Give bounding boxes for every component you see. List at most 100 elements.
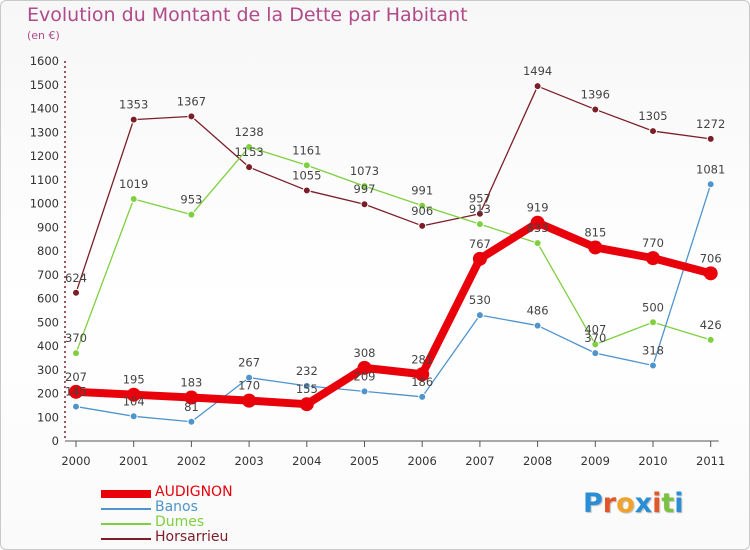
data-label: 1055 — [292, 168, 321, 182]
series-line-horsarrieu — [75, 85, 712, 294]
x-tick-label: 2006 — [408, 454, 437, 468]
data-label: 767 — [469, 237, 491, 251]
proxiti-logo: Proxiti — [583, 488, 684, 519]
data-point — [706, 335, 715, 344]
data-label: 486 — [527, 304, 549, 318]
y-tick-label: 1600 — [30, 54, 59, 68]
data-label: 1238 — [234, 125, 263, 139]
x-tick-label: 2009 — [581, 454, 610, 468]
data-label: 145 — [65, 385, 87, 399]
y-tick-label: 1200 — [30, 149, 59, 163]
data-point — [360, 182, 369, 191]
logo-letter: x — [634, 488, 653, 519]
y-tick-label: 1400 — [30, 102, 59, 116]
data-point — [187, 210, 196, 219]
data-label: 1305 — [638, 109, 667, 123]
legend-label: Horsarrieu — [155, 529, 229, 545]
data-label: 170 — [238, 379, 260, 393]
data-point — [706, 134, 715, 143]
data-label: 186 — [411, 375, 433, 389]
x-tick-label: 2005 — [350, 454, 379, 468]
data-point — [649, 318, 657, 327]
data-point — [533, 321, 542, 330]
data-point — [533, 82, 542, 91]
data-point — [302, 381, 311, 390]
data-label: 426 — [700, 318, 722, 332]
series-line-dumes — [75, 146, 712, 354]
data-point — [588, 240, 603, 255]
data-point — [472, 251, 487, 266]
data-label: 913 — [469, 202, 491, 216]
data-label: 281 — [411, 352, 433, 366]
legend-item: Banos — [101, 500, 301, 516]
logo-letter: i — [652, 488, 662, 519]
data-label: 1081 — [696, 162, 725, 176]
data-point — [591, 105, 600, 114]
data-point — [418, 392, 427, 401]
data-label: 232 — [296, 364, 318, 378]
data-point — [530, 215, 545, 230]
data-label: 1272 — [696, 117, 725, 131]
data-label: 706 — [700, 251, 722, 265]
data-point — [187, 112, 196, 121]
data-point — [418, 201, 427, 210]
logo-letter: o — [616, 488, 635, 519]
data-label: 81 — [184, 400, 199, 414]
data-label: 183 — [180, 376, 202, 390]
x-tick-label: 2004 — [292, 454, 321, 468]
y-tick-label: 1500 — [30, 78, 59, 92]
legend-swatch — [101, 508, 151, 510]
x-tick-label: 2001 — [119, 454, 148, 468]
data-label: 906 — [411, 204, 433, 218]
data-label: 407 — [584, 322, 606, 336]
logo-letter: P — [583, 488, 603, 519]
data-point — [299, 397, 314, 412]
x-tick-label: 2008 — [523, 454, 552, 468]
legend-item: Dumes — [101, 514, 301, 531]
data-point — [360, 200, 369, 209]
data-label: 833 — [527, 221, 549, 235]
data-point — [184, 390, 199, 405]
data-point — [475, 220, 484, 229]
y-tick-label: 300 — [37, 363, 59, 377]
data-label: 1367 — [177, 94, 206, 108]
legend-swatch — [101, 523, 151, 525]
data-point — [591, 349, 600, 358]
data-point — [418, 221, 427, 230]
logo-letter: t — [661, 488, 675, 519]
legend-item: Horsarrieu — [101, 529, 301, 546]
data-label: 919 — [527, 201, 549, 215]
data-point — [475, 311, 484, 320]
y-tick-label: 100 — [37, 410, 59, 424]
legend-label: Dumes — [155, 514, 205, 530]
data-label: 195 — [123, 373, 145, 387]
x-tick-label: 2010 — [638, 454, 667, 468]
data-label: 770 — [642, 236, 664, 250]
data-point — [72, 349, 80, 358]
data-label: 1073 — [350, 164, 379, 178]
data-label: 318 — [642, 343, 664, 357]
data-label: 1019 — [119, 177, 148, 191]
data-label: 500 — [642, 300, 664, 314]
data-point — [129, 194, 138, 203]
data-label: 815 — [584, 225, 606, 239]
data-point — [706, 180, 715, 189]
data-point — [129, 115, 138, 124]
data-point — [649, 361, 657, 370]
data-point — [533, 239, 542, 248]
x-tick-label: 2000 — [61, 454, 90, 468]
data-label: 991 — [411, 184, 433, 198]
data-label: 957 — [469, 192, 491, 206]
data-label: 267 — [238, 356, 260, 370]
legend-label: AUDIGNON — [155, 484, 233, 500]
data-label: 1494 — [523, 64, 552, 78]
data-label: 1161 — [292, 143, 321, 157]
x-tick-label: 2002 — [177, 454, 206, 468]
data-label: 370 — [65, 331, 87, 345]
y-tick-label: 200 — [37, 387, 59, 401]
legend: AUDIGNON Banos Dumes Horsarrieu — [101, 484, 301, 546]
data-point — [72, 288, 80, 297]
y-tick-label: 800 — [37, 244, 59, 258]
data-point — [591, 340, 600, 349]
data-label: 1153 — [234, 145, 263, 159]
